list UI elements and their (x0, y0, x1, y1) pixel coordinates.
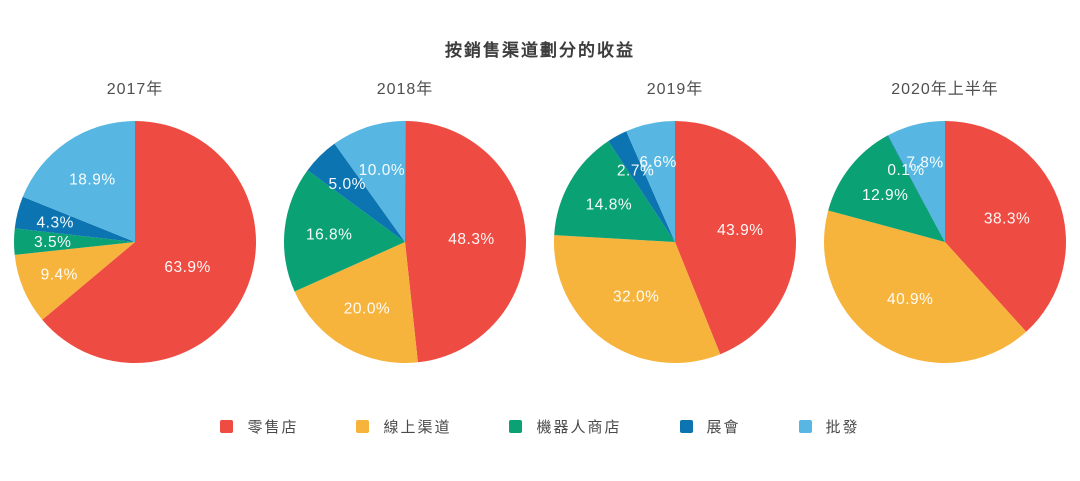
chart-title-2018: 2018年 (376, 81, 434, 98)
slice-percentage-label: 32.0% (613, 289, 659, 306)
chart-2019: 2019年 43.9% 32.0% 14.8% 2.7% 6.6% (540, 79, 810, 367)
pie-slice (888, 121, 945, 242)
pie-slice (283, 170, 405, 292)
pie-chart-2018: 48.3% 20.0% 16.8% 5.0%10.0% (283, 120, 526, 364)
slice-percentage-label: 9.4% (41, 267, 78, 284)
legend: 零售店 線上渠道 機器人商店 展會 批發 (0, 416, 1080, 437)
charts-row: 2017年 63.9% 9.4% 3.5% 4.3% 18.9% 2018年 48.3%… (0, 79, 1080, 367)
slice-percentage-label: 63.9% (164, 259, 210, 276)
slice-percentage-label: 38.3% (984, 211, 1030, 228)
page-title: 按銷售渠道劃分的收益 (445, 41, 635, 60)
legend-swatch-icon (798, 420, 812, 433)
slice-percentage-label: 14.8% (586, 197, 632, 214)
slice-percentage-label: 40.9% (887, 291, 933, 308)
pie-slice (626, 121, 675, 242)
pie-slice (887, 135, 945, 242)
pie-chart-2019: 43.9% 32.0% 14.8% 2.7%6.6% (553, 121, 796, 364)
pie-slice (294, 242, 418, 364)
pie-slice (14, 242, 135, 320)
chart-title-2020h1: 2020年上半年 (891, 81, 999, 98)
pie-slice (554, 141, 675, 242)
legend-item: 展會 (679, 416, 741, 437)
slice-percentage-label: 20.0% (344, 301, 390, 318)
legend-item: 機器人商店 (509, 416, 621, 437)
legend-label: 線上渠道 (383, 419, 452, 436)
slice-percentage-label: 0.1% (887, 162, 924, 179)
slice-percentage-label: 6.6% (639, 154, 676, 171)
slice-percentage-label: 43.9% (717, 222, 763, 239)
pie-slice (608, 131, 675, 242)
slice-percentage-label: 18.9% (69, 171, 115, 188)
slice-percentage-label: 3.5% (34, 234, 71, 251)
pie-slice (334, 120, 406, 242)
legend-label: 零售店 (247, 419, 299, 436)
slice-percentage-label: 2.7% (617, 162, 654, 179)
legend-swatch-icon (679, 420, 693, 433)
legend-swatch-icon (509, 420, 523, 433)
chart-2018: 2018年 48.3% 20.0% 16.8% 5.0% 10.0% (270, 79, 540, 367)
pie-slice (307, 143, 405, 242)
pie-slice (824, 210, 1027, 363)
pie-slice (945, 121, 1066, 332)
slice-percentage-label: 4.3% (37, 214, 74, 231)
legend-item: 零售店 (220, 416, 298, 437)
pie-slice (405, 121, 526, 363)
pie-slice (675, 121, 796, 355)
legend-label: 展會 (706, 419, 741, 436)
pie-slice (42, 121, 256, 363)
chart-title-2017: 2017年 (106, 81, 164, 98)
pie-slice (14, 196, 135, 242)
chart-2020h1: 2020年上半年 38.3% 40.9% 12.9% 0.1% 7.8% (810, 79, 1080, 367)
pie-slice (22, 120, 135, 242)
slice-percentage-label: 16.8% (306, 226, 352, 243)
legend-label: 機器人商店 (536, 419, 622, 436)
legend-item: 線上渠道 (356, 416, 451, 437)
chart-title-2019: 2019年 (646, 81, 704, 98)
pie-slice (553, 235, 721, 364)
legend-item: 批發 (798, 416, 860, 437)
legend-swatch-icon (356, 420, 370, 433)
pie-chart-2020h1: 38.3% 40.9% 12.9% 0.1%7.8% (824, 121, 1066, 363)
chart-2017: 2017年 63.9% 9.4% 3.5% 4.3% 18.9% (0, 79, 270, 367)
slice-percentage-label: 10.0% (359, 162, 405, 179)
pie-slice (828, 135, 945, 242)
slice-percentage-label: 7.8% (906, 155, 943, 172)
pie-slice (13, 228, 136, 255)
legend-label: 批發 (825, 419, 860, 436)
pie-chart-2017: 63.9% 9.4% 3.5% 4.3% 18.9% (13, 120, 256, 363)
slice-percentage-label: 12.9% (862, 187, 908, 204)
slice-percentage-label: 5.0% (329, 176, 366, 193)
slice-percentage-label: 48.3% (448, 231, 494, 248)
legend-swatch-icon (220, 420, 234, 433)
